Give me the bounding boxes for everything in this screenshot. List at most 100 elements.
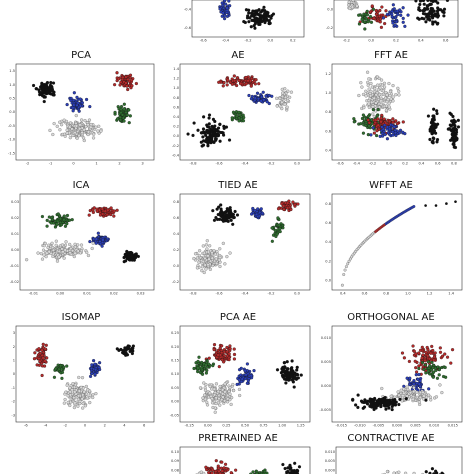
scatter-point [431,20,435,24]
scatter-point [356,405,360,410]
scatter-point [395,122,399,126]
scatter-point [84,392,89,396]
scatter-point [56,212,60,216]
scatter-point [215,261,219,266]
scatter-point [32,357,37,361]
scatter-point [86,132,90,137]
scatter-point [440,390,444,395]
scatter-point [425,345,429,350]
scatter-point [51,132,55,137]
scatter-point [422,394,426,398]
scatter-point [237,110,241,114]
scatter-point [248,16,252,20]
scatter-point [249,11,254,15]
chart-title-isomap: ISOMAP [61,312,101,323]
scatter-point [232,79,237,83]
scatter-point [198,370,203,375]
scatter-point [435,109,439,113]
scatter-point [52,375,57,379]
scatter-point [214,401,218,406]
scatter-point [426,114,431,118]
scatter-point [124,110,128,115]
scatter-point [94,392,98,396]
scatter-point [60,376,64,380]
scatter-point [374,12,379,16]
scatter-point [367,124,371,128]
scatter-point [418,395,422,400]
scatter-point [243,369,247,373]
scatter-point [292,377,296,381]
scatter-point [404,471,408,474]
scatter-point [378,93,382,97]
scatter-point [359,122,363,126]
scatter-point [210,124,214,129]
scatter-point [426,360,430,364]
scatter-point [71,98,76,102]
scatter-point [47,250,51,254]
scatter-point [385,93,389,97]
scatter-point [201,139,206,143]
scatter-point [62,401,66,405]
scatter-point [296,202,300,206]
x-tick-label: 0.00 [56,292,65,296]
scatter-point [411,389,416,394]
scatter-point [453,138,458,142]
panel-isomap: ISOMAP -6 -4 -2 0 2 4 6 3 2 1 0 -1 -2 -3 [2,312,160,432]
scatter-point [67,218,72,222]
scatter-point [43,347,47,351]
scatter-point [81,136,86,140]
scatter-point [283,87,287,91]
y-tick-label: 0.0 [173,264,179,268]
scatter-point [438,346,442,350]
scatter-point [426,7,430,11]
x-tick-label: 1.2 [427,292,433,296]
scatter-point [126,87,130,92]
scatter-point [289,90,294,94]
y-tick-label: 0.010 [325,450,336,454]
scatter-point [94,241,98,245]
scatter-point [97,124,101,128]
scatter-point [275,368,280,372]
scatter-point [400,351,405,355]
scatter-point [229,402,233,407]
scatter-point [218,217,222,221]
x-tick-label: -0.25 [185,424,194,428]
scatter-point [441,374,446,379]
scatter-point [233,209,237,214]
scatter-point [249,374,253,378]
scatter-point [418,348,423,352]
scatter-point [432,136,436,141]
scatter-point [431,126,435,130]
scatter-point [391,117,395,121]
scatter-point [70,218,74,222]
scatter-point [252,23,256,28]
scatter-point [199,470,203,474]
scatter-point [63,397,67,402]
scatter-point [399,13,403,17]
x-tick-label: 1.00 [278,424,287,428]
scatter-point [264,11,268,15]
scatter-point [89,366,94,371]
x-tick-label: 0.50 [241,424,250,428]
scatter-point [430,467,435,471]
scatter-point [260,9,264,13]
scatter-point [369,402,373,406]
scatter-point [62,365,66,369]
scatter-point [192,256,196,261]
scatter-point [412,382,416,386]
scatter-point [357,93,361,98]
scatter-point [290,374,294,378]
scatter-point [42,99,46,104]
scatter-point [364,89,368,93]
scatter-points [192,343,303,414]
x-tick-label: 0.01 [83,292,91,296]
scatter-point [391,120,395,124]
scatter-point [210,471,214,474]
scatter-point [351,397,355,402]
scatter-point [130,258,134,262]
scatter-point [368,397,372,401]
scatter-point [119,80,123,84]
scatter-point [40,214,45,219]
scatter-point [443,352,447,356]
plot-tied-ae: -0.8 -0.6 -0.4 -0.2 0.0 0.8 0.6 0.4 0.2 0.0 -0.2 [172,193,311,296]
